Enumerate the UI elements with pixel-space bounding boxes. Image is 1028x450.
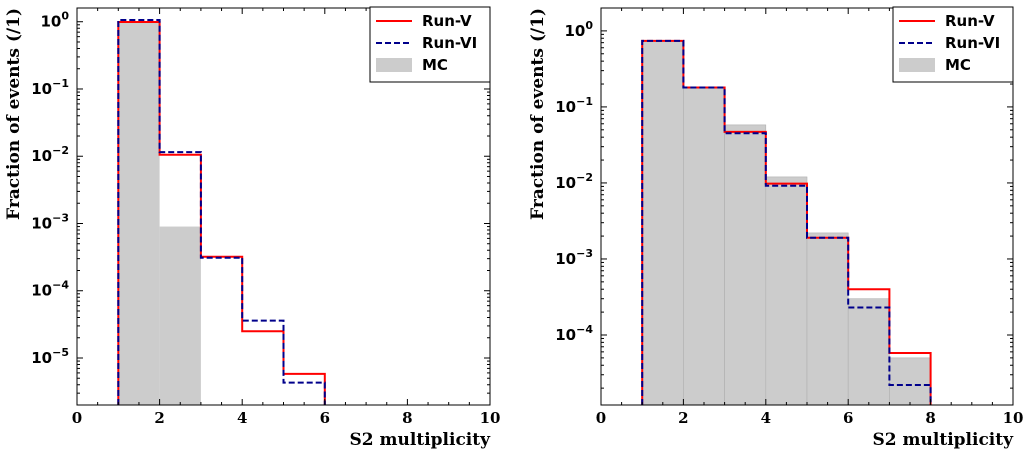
y-axis-title: Fraction of events (/1) [4,8,24,220]
legend: Run-V Run-VI MC [369,6,491,83]
y-tick-exponent: −3 [52,211,69,224]
y-tick-base: 10 [31,214,52,232]
run-vi-step-line [117,19,326,405]
mc-bar [847,298,890,405]
y-tick-label: 100 [40,10,69,31]
y-tick-label: 100 [564,19,593,40]
y-tick-exponent: −1 [576,95,593,108]
x-tick-label: 8 [402,409,412,427]
y-tick-label: 10−5 [31,346,69,367]
y-tick-exponent: −4 [576,323,593,336]
mc-bar [118,22,160,405]
legend-label: Run-V [422,12,472,30]
y-tick-exponent: −2 [576,171,593,184]
mc-bar [765,176,808,405]
y-tick-exponent: −2 [52,144,69,157]
mc-bar [724,124,767,405]
y-tick-exponent: 0 [61,10,69,23]
x-tick-label: 6 [843,409,853,427]
y-tick-label: 10−4 [31,279,69,300]
x-tick-label: 2 [678,409,688,427]
legend-label: MC [422,56,448,74]
y-tick-label: 10−3 [31,211,69,232]
y-tick-base: 10 [31,80,52,98]
y-tick-base: 10 [555,250,576,268]
y-tick-base: 10 [564,22,585,40]
mc-bar [683,87,725,405]
y-tick-label: 10−2 [555,171,593,192]
mc-bar [159,226,201,405]
plot-area [641,39,932,405]
y-tick-base: 10 [555,174,576,192]
x-tick-label: 10 [1003,409,1024,427]
x-tick-label: 10 [480,409,501,427]
x-axis-title: S2 multiplicity [350,430,492,450]
y-tick-label: 10−1 [31,77,69,98]
x-tick-label: 4 [761,409,771,427]
legend-label: Run-VI [945,34,1000,52]
x-tick-label: 0 [596,409,606,427]
legend-label: Run-V [945,12,995,30]
x-axis-title: S2 multiplicity [873,430,1015,450]
y-tick-label: 10−2 [31,144,69,165]
mc-bar [641,40,684,405]
mc-bar [806,232,849,405]
y-tick-base: 10 [31,282,52,300]
x-tick-label: 8 [925,409,935,427]
y-tick-label: 10−3 [555,247,593,268]
legend-label: MC [945,56,971,74]
mc-legend-swatch [899,58,935,72]
y-tick-exponent: −1 [52,77,69,90]
x-tick-label: 0 [72,409,82,427]
run-vi-step-line [641,39,932,405]
plot-area [117,19,326,405]
y-tick-exponent: −5 [52,346,69,359]
mc-legend-swatch [376,58,412,72]
legend: Run-V Run-VI MC [892,6,1014,83]
y-axis-title: Fraction of events (/1) [528,8,548,220]
y-tick-base: 10 [555,326,576,344]
y-tick-base: 10 [31,349,52,367]
y-tick-label: 10−1 [555,95,593,116]
y-tick-label: 10−4 [555,323,593,344]
y-tick-base: 10 [555,98,576,116]
y-tick-base: 10 [31,147,52,165]
x-tick-label: 4 [237,409,247,427]
x-tick-label: 6 [320,409,330,427]
y-tick-base: 10 [40,13,61,31]
legend-label: Run-VI [422,34,477,52]
y-tick-exponent: 0 [585,19,593,32]
y-tick-exponent: −3 [576,247,593,260]
mc-bar [889,357,931,405]
x-tick-label: 2 [154,409,164,427]
y-tick-exponent: −4 [52,279,69,292]
